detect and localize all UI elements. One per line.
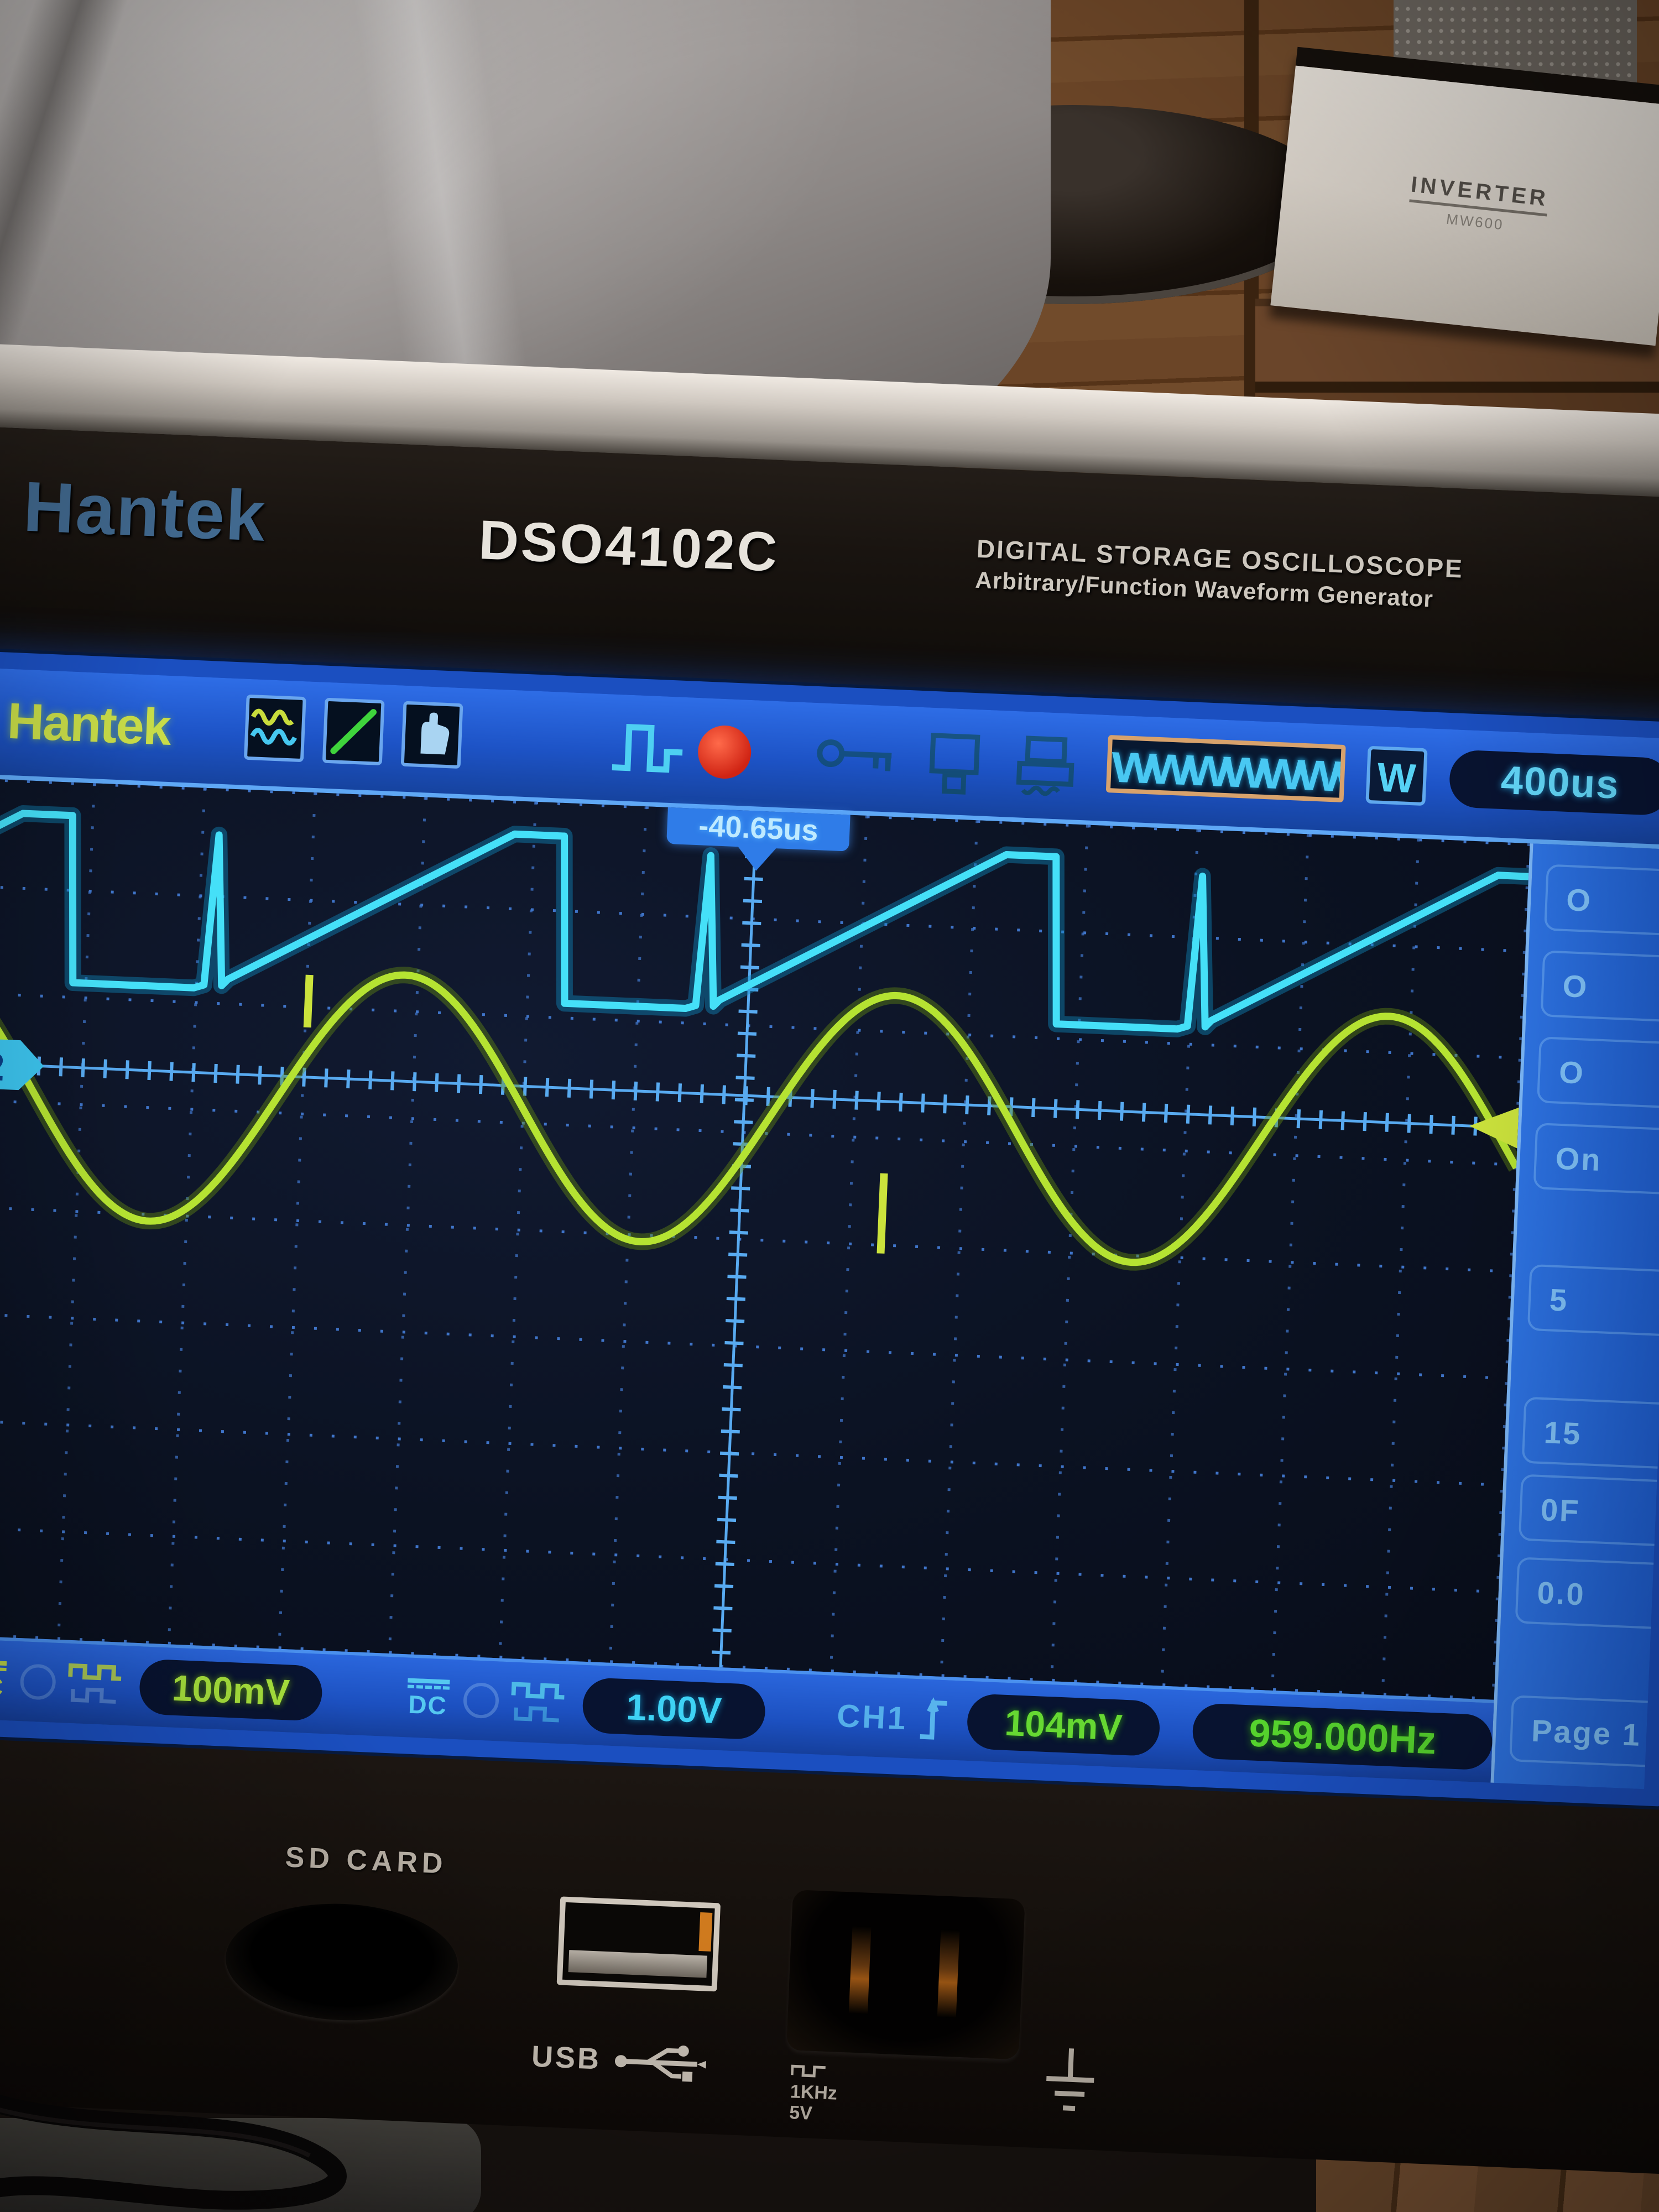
- ch2-probe-icon: [511, 1682, 565, 1723]
- record-indicator-icon: [697, 724, 753, 780]
- microwave: INVERTER MW600: [1270, 46, 1659, 346]
- probe-comp-connector[interactable]: [786, 1890, 1025, 2060]
- menu-item: 5: [1527, 1264, 1659, 1338]
- acquisition-preview-box: WWWWWWWW: [1105, 735, 1346, 802]
- ch1-bandwidth-icon: [19, 1663, 57, 1700]
- ch1-voltsdiv-readout: 100mV: [138, 1658, 324, 1721]
- keylock-icon: [817, 739, 892, 771]
- waveform-graticule: 2 -40.65us: [0, 778, 1530, 1700]
- ch2-zero-marker-label: 2: [0, 1045, 6, 1089]
- ch1-coupling-icon: DC: [0, 1659, 7, 1702]
- menu-item: O: [1544, 864, 1659, 937]
- microwave-model-label: MW600: [1445, 210, 1505, 233]
- menu-item: On: [1533, 1123, 1659, 1196]
- ch2-zero-marker: [0, 1038, 44, 1091]
- ch2-coupling-icon: DC: [406, 1678, 450, 1720]
- trigger-position-readout: -40.65us: [666, 807, 851, 852]
- ground-symbol-icon: [1046, 2048, 1094, 2111]
- menu-item: O: [1540, 950, 1659, 1024]
- trigger-source-label: CH1: [836, 1697, 909, 1736]
- trigger-level-readout: 104mV: [966, 1693, 1161, 1757]
- trigger-frequency-readout: 959.000Hz: [1192, 1703, 1494, 1771]
- bezel-brand-logo: Hantek: [22, 467, 268, 556]
- bezel-model-label: DSO4102C: [477, 509, 781, 583]
- screen-content: Hantek: [0, 668, 1659, 1790]
- power-cable: [0, 2094, 347, 2210]
- menu-item: 0.0: [1515, 1557, 1659, 1630]
- save-icon: [929, 733, 980, 795]
- menu-item: 15: [1521, 1396, 1659, 1470]
- ch1-status-group: DC 100mV: [0, 1651, 324, 1721]
- trigger-position-arrow: [736, 846, 778, 872]
- ch1-coupling-label: DC: [0, 1671, 5, 1702]
- preview-waveform-glyph: WWWWWWWW: [1110, 743, 1346, 802]
- screen-logo: Hantek: [6, 692, 172, 756]
- status-bar: DC 100mV DC: [0, 1635, 1494, 1783]
- bezel-subtitle: DIGITAL STORAGE OSCILLOSCOPE Arbitrary/F…: [975, 534, 1464, 614]
- menu-page-label: Page 1: [1509, 1695, 1659, 1768]
- usb-trident-icon: [614, 2045, 707, 2082]
- probe-comp-marking: 1KHz 5V: [789, 2061, 838, 2125]
- ch1-probe-icon: [68, 1663, 122, 1704]
- sd-card-label: SD CARD: [284, 1841, 448, 1880]
- menu-item: O: [1536, 1036, 1659, 1110]
- ch2-voltsdiv-readout: 1.00V: [581, 1677, 766, 1740]
- trigger-pulse-icon: [612, 724, 683, 773]
- trigger-level-arrow: [1469, 1107, 1519, 1149]
- probe-comp-freq: 1KHz: [790, 2081, 838, 2105]
- connector-contact: [937, 1929, 960, 2018]
- window-mode-badge: W: [1365, 745, 1428, 806]
- menu-item: 0F: [1518, 1474, 1659, 1547]
- ch2-status-group: DC 1.00V: [387, 1669, 766, 1740]
- probe-comp-volt: 5V: [789, 2101, 813, 2124]
- usb-pin: [698, 1912, 713, 1952]
- ramp-mode-icon: [322, 697, 385, 766]
- hand-run-stop-icon: [400, 701, 463, 769]
- waveform-channels-icon: [243, 694, 306, 763]
- trigger-edge-icon: [920, 1697, 947, 1740]
- lcd-screen: Hantek: [0, 647, 1659, 1810]
- microwave-brand-label: INVERTER: [1409, 172, 1550, 217]
- printer-icon: [1016, 735, 1074, 796]
- ch2-bandwidth-icon: [462, 1682, 500, 1719]
- oscilloscope: Hantek DSO4102C DIGITAL STORAGE OSCILLOS…: [0, 343, 1659, 2175]
- ch2-coupling-label: DC: [408, 1689, 448, 1720]
- timebase-readout: 400us: [1448, 749, 1659, 816]
- front-io-panel: SD CARD USB 1KHz: [0, 1736, 1659, 2175]
- screen-header-bar: Hantek: [0, 668, 1659, 850]
- connector-contact: [848, 1925, 872, 2015]
